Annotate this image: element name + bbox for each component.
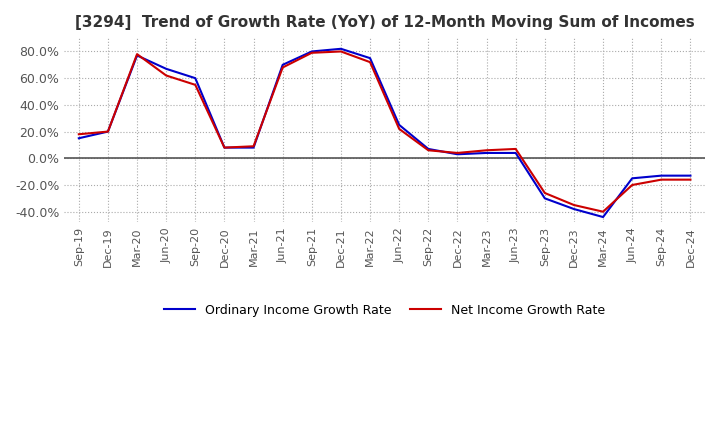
Line: Net Income Growth Rate: Net Income Growth Rate xyxy=(78,51,690,212)
Net Income Growth Rate xyxy=(657,177,665,182)
Ordinary Income Growth Rate xyxy=(541,196,549,201)
Ordinary Income Growth Rate xyxy=(453,152,462,157)
Net Income Growth Rate xyxy=(453,150,462,156)
Ordinary Income Growth Rate xyxy=(191,76,199,81)
Ordinary Income Growth Rate xyxy=(162,66,171,71)
Net Income Growth Rate xyxy=(162,73,171,78)
Net Income Growth Rate xyxy=(482,148,491,153)
Ordinary Income Growth Rate xyxy=(657,173,665,178)
Ordinary Income Growth Rate xyxy=(279,62,287,67)
Ordinary Income Growth Rate xyxy=(599,214,608,220)
Ordinary Income Growth Rate xyxy=(628,176,636,181)
Ordinary Income Growth Rate xyxy=(104,129,112,134)
Ordinary Income Growth Rate xyxy=(220,145,229,150)
Net Income Growth Rate xyxy=(220,145,229,150)
Ordinary Income Growth Rate xyxy=(366,55,374,61)
Net Income Growth Rate xyxy=(541,191,549,196)
Net Income Growth Rate xyxy=(424,148,433,153)
Net Income Growth Rate xyxy=(599,209,608,214)
Net Income Growth Rate xyxy=(249,143,258,149)
Ordinary Income Growth Rate xyxy=(395,122,403,128)
Net Income Growth Rate xyxy=(279,65,287,70)
Net Income Growth Rate xyxy=(337,49,346,54)
Ordinary Income Growth Rate xyxy=(132,53,141,58)
Net Income Growth Rate xyxy=(570,202,578,208)
Net Income Growth Rate xyxy=(132,51,141,57)
Net Income Growth Rate xyxy=(74,132,83,137)
Title: [3294]  Trend of Growth Rate (YoY) of 12-Month Moving Sum of Incomes: [3294] Trend of Growth Rate (YoY) of 12-… xyxy=(75,15,695,30)
Net Income Growth Rate xyxy=(628,182,636,187)
Ordinary Income Growth Rate xyxy=(482,150,491,156)
Ordinary Income Growth Rate xyxy=(74,136,83,141)
Ordinary Income Growth Rate xyxy=(249,145,258,150)
Ordinary Income Growth Rate xyxy=(337,46,346,51)
Net Income Growth Rate xyxy=(511,147,520,152)
Net Income Growth Rate xyxy=(395,126,403,132)
Legend: Ordinary Income Growth Rate, Net Income Growth Rate: Ordinary Income Growth Rate, Net Income … xyxy=(158,299,611,322)
Net Income Growth Rate xyxy=(366,59,374,65)
Ordinary Income Growth Rate xyxy=(424,147,433,152)
Net Income Growth Rate xyxy=(686,177,695,182)
Line: Ordinary Income Growth Rate: Ordinary Income Growth Rate xyxy=(78,49,690,217)
Net Income Growth Rate xyxy=(104,129,112,134)
Net Income Growth Rate xyxy=(307,50,316,55)
Ordinary Income Growth Rate xyxy=(570,206,578,212)
Net Income Growth Rate xyxy=(191,82,199,88)
Ordinary Income Growth Rate xyxy=(307,49,316,54)
Ordinary Income Growth Rate xyxy=(686,173,695,178)
Ordinary Income Growth Rate xyxy=(511,150,520,156)
